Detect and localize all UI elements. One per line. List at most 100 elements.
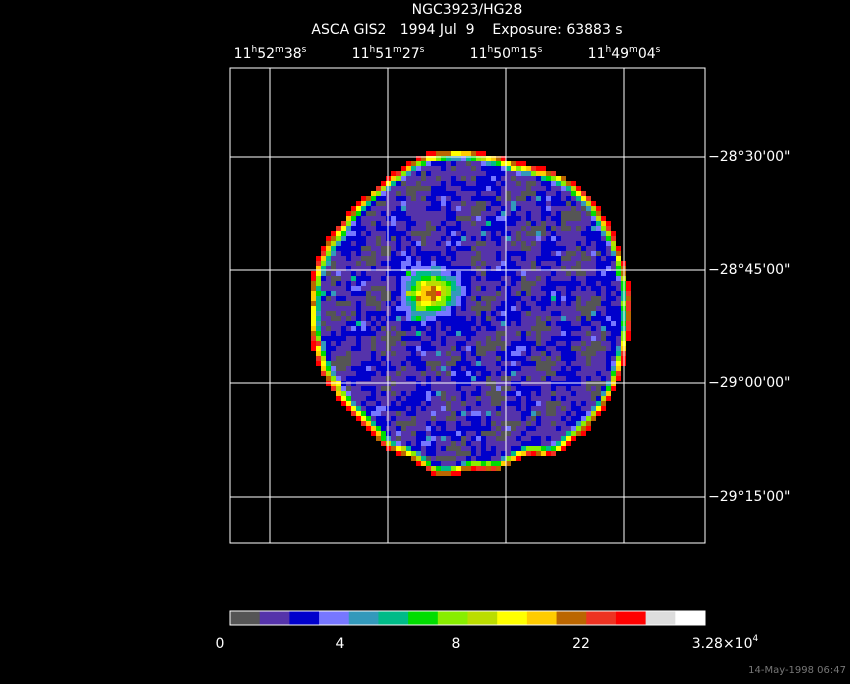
pixel [351, 391, 356, 396]
pixel [441, 396, 446, 401]
pixel [551, 386, 556, 391]
pixel [496, 201, 501, 206]
pixel [561, 231, 566, 236]
pixel [541, 181, 546, 186]
pixel [446, 251, 451, 256]
pixel [561, 266, 566, 271]
pixel [401, 241, 406, 246]
pixel [456, 451, 461, 456]
pixel [316, 256, 321, 261]
pixel [461, 291, 466, 296]
pixel [476, 276, 481, 281]
pixel [486, 216, 491, 221]
pixel [526, 281, 531, 286]
pixel [366, 261, 371, 266]
pixel [551, 406, 556, 411]
pixel [591, 321, 596, 326]
pixel [481, 206, 486, 211]
pixel [361, 366, 366, 371]
pixel [496, 286, 501, 291]
pixel [351, 216, 356, 221]
pixel [351, 411, 356, 416]
pixel [401, 291, 406, 296]
pixel [501, 341, 506, 346]
pixel [471, 341, 476, 346]
pixel [571, 356, 576, 361]
pixel [496, 401, 501, 406]
pixel [421, 451, 426, 456]
pixel [356, 306, 361, 311]
pixel [426, 251, 431, 256]
pixel [471, 316, 476, 321]
pixel [576, 376, 581, 381]
pixel [446, 471, 451, 476]
pixel [471, 151, 476, 156]
pixel [391, 191, 396, 196]
pixel [451, 236, 456, 241]
pixel [401, 386, 406, 391]
pixel [626, 336, 631, 341]
pixel [526, 331, 531, 336]
pixel [511, 331, 516, 336]
pixel [411, 346, 416, 351]
pixel [611, 296, 616, 301]
pixel [436, 441, 441, 446]
pixel [466, 391, 471, 396]
pixel [431, 436, 436, 441]
pixel [446, 291, 451, 296]
pixel [401, 401, 406, 406]
pixel [541, 231, 546, 236]
pixel [486, 391, 491, 396]
pixel [541, 411, 546, 416]
pixel [601, 386, 606, 391]
pixel [476, 231, 481, 236]
pixel [446, 316, 451, 321]
pixel [346, 301, 351, 306]
pixel [531, 301, 536, 306]
pixel [536, 281, 541, 286]
pixel [536, 226, 541, 231]
pixel [426, 361, 431, 366]
pixel [596, 341, 601, 346]
pixel [421, 206, 426, 211]
pixel [416, 421, 421, 426]
pixel [356, 266, 361, 271]
pixel [511, 286, 516, 291]
pixel [446, 376, 451, 381]
pixel [371, 426, 376, 431]
pixel [571, 216, 576, 221]
pixel [421, 221, 426, 226]
pixel [536, 201, 541, 206]
pixel [511, 246, 516, 251]
pixel [521, 286, 526, 291]
pixel [496, 461, 501, 466]
pixel [346, 346, 351, 351]
pixel [361, 386, 366, 391]
pixel [411, 181, 416, 186]
pixel [356, 331, 361, 336]
pixel [551, 286, 556, 291]
pixel [396, 376, 401, 381]
pixel [371, 411, 376, 416]
pixel [531, 201, 536, 206]
pixel [491, 251, 496, 256]
pixel [381, 201, 386, 206]
pixel [551, 186, 556, 191]
pixel [571, 196, 576, 201]
colorbar-frame [229, 610, 706, 626]
pixel [561, 246, 566, 251]
pixel [581, 301, 586, 306]
pixel [551, 206, 556, 211]
pixel [491, 411, 496, 416]
pixel [526, 166, 531, 171]
pixel [481, 261, 486, 266]
pixel [591, 226, 596, 231]
pixel [411, 246, 416, 251]
pixel [536, 331, 541, 336]
pixel [576, 251, 581, 256]
pixel [336, 271, 341, 276]
pixel [491, 406, 496, 411]
pixel [566, 356, 571, 361]
pixel [431, 411, 436, 416]
mantissa: 3.28×10 [692, 636, 753, 652]
